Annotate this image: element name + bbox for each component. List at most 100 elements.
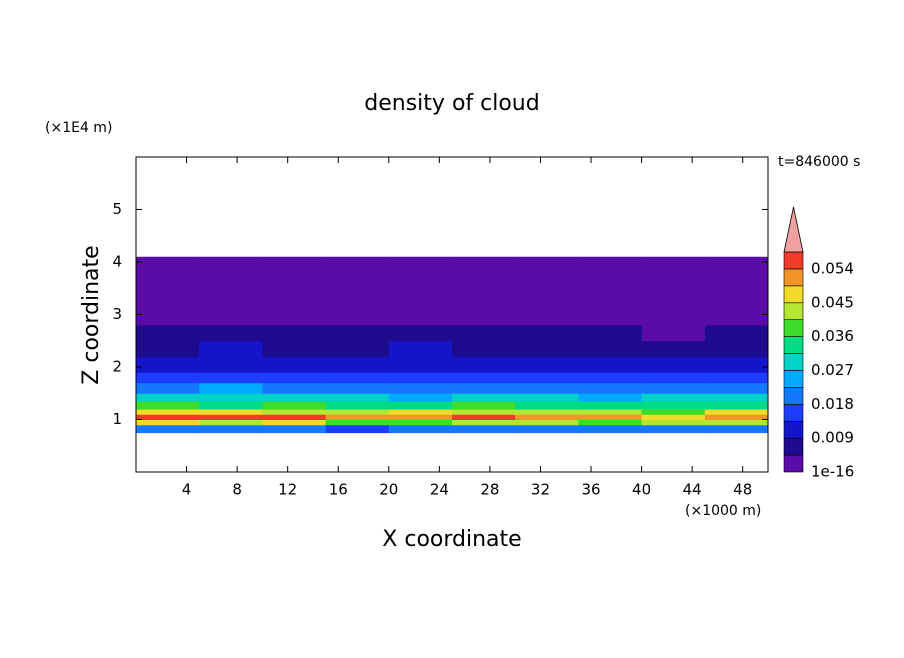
heat-cell (515, 304, 579, 326)
heat-cell (704, 419, 769, 426)
heat-cell (515, 393, 579, 402)
heat-cell (578, 419, 643, 426)
heat-cell (704, 414, 769, 420)
heat-cell (641, 372, 706, 384)
heat-cell (262, 304, 327, 326)
heat-cell (325, 401, 390, 410)
colorbar-label: 0.036 (811, 327, 854, 345)
heat-cell (578, 393, 643, 402)
heat-cell (452, 393, 516, 402)
heat-cell (452, 340, 516, 357)
heat-cell (325, 356, 390, 373)
heat-cell (704, 382, 769, 394)
heat-cell (262, 414, 327, 420)
heat-cell (388, 325, 453, 342)
heat-cell (452, 382, 516, 394)
heat-cell (704, 372, 769, 384)
heat-cell (325, 304, 390, 326)
heat-cell (515, 424, 579, 434)
heat-cell (452, 325, 516, 342)
heat-cell (578, 356, 643, 373)
heat-cell (325, 372, 390, 384)
heat-cell (325, 414, 390, 420)
colorbar-label: 0.018 (811, 395, 854, 413)
heat-cell (452, 401, 516, 410)
x-tick-label: 28 (480, 481, 499, 499)
colorbar-box (783, 420, 804, 439)
heat-cell (388, 372, 453, 384)
heat-cell (136, 256, 200, 284)
y-tick-label: 2 (112, 358, 122, 376)
heat-cell (325, 424, 390, 434)
heat-cell (199, 356, 263, 373)
heat-cell (578, 382, 643, 394)
heat-cell (641, 304, 706, 326)
colorbar-box (783, 387, 804, 405)
y-unit: (×1E4 m) (45, 120, 112, 136)
heat-cell (704, 401, 769, 410)
heat-cell (388, 256, 453, 284)
heat-cell (325, 283, 390, 305)
heat-cell (578, 424, 643, 434)
heat-cell (136, 382, 200, 394)
heat-cell (704, 325, 769, 342)
heat-cell (199, 283, 263, 305)
x-tick-label: 40 (632, 481, 651, 499)
heat-cell (578, 401, 643, 410)
heat-cell (388, 304, 453, 326)
heat-cell (515, 283, 579, 305)
x-tick-label: 16 (329, 481, 348, 499)
heat-cell (136, 393, 200, 402)
heat-cell (136, 414, 200, 420)
heat-cell (199, 419, 263, 426)
heat-cell (388, 382, 453, 394)
heat-cell (262, 256, 327, 284)
heat-cell (325, 393, 390, 402)
colorbar-box (783, 285, 804, 304)
heat-cell (136, 409, 200, 415)
time-label: t=846000 s (778, 154, 860, 170)
y-tick-label: 1 (112, 410, 122, 428)
heat-cell (641, 409, 706, 415)
heat-cell (262, 424, 327, 434)
heat-cell (199, 340, 263, 357)
heat-cell (452, 356, 516, 373)
heat-cell (388, 283, 453, 305)
heat-cell (515, 340, 579, 357)
heat-cell (704, 409, 769, 415)
y-tick-label: 4 (112, 253, 122, 271)
heat-cell (199, 325, 263, 342)
heat-cell (704, 304, 769, 326)
heat-cell (641, 256, 706, 284)
heat-cell (515, 256, 579, 284)
heat-cell (452, 372, 516, 384)
x-tick-label: 32 (531, 481, 550, 499)
heat-cell (262, 372, 327, 384)
heat-cell (325, 382, 390, 394)
heat-cell (704, 256, 769, 284)
heat-cell (641, 325, 706, 342)
heat-cell (262, 409, 327, 415)
x-tick-label: 12 (278, 481, 297, 499)
colorbar-label: 0.027 (811, 361, 854, 379)
heat-cell (641, 424, 706, 434)
heat-cell (388, 401, 453, 410)
heat-cell (515, 419, 579, 426)
heat-cell (136, 372, 200, 384)
colorbar-box (783, 336, 804, 354)
heat-cell (325, 419, 390, 426)
colorbar-box (783, 302, 804, 320)
heat-cell (199, 382, 263, 394)
heat-cell (641, 414, 706, 420)
heat-cell (262, 419, 327, 426)
heat-cell (199, 424, 263, 434)
heat-cell (452, 283, 516, 305)
x-unit: (×1000 m) (685, 503, 761, 519)
heat-cell (515, 409, 579, 415)
heat-cell (136, 401, 200, 410)
heat-cell (388, 409, 453, 415)
heat-cell (262, 356, 327, 373)
heat-cell (262, 401, 327, 410)
heat-cell (578, 325, 643, 342)
heat-cell (641, 356, 706, 373)
